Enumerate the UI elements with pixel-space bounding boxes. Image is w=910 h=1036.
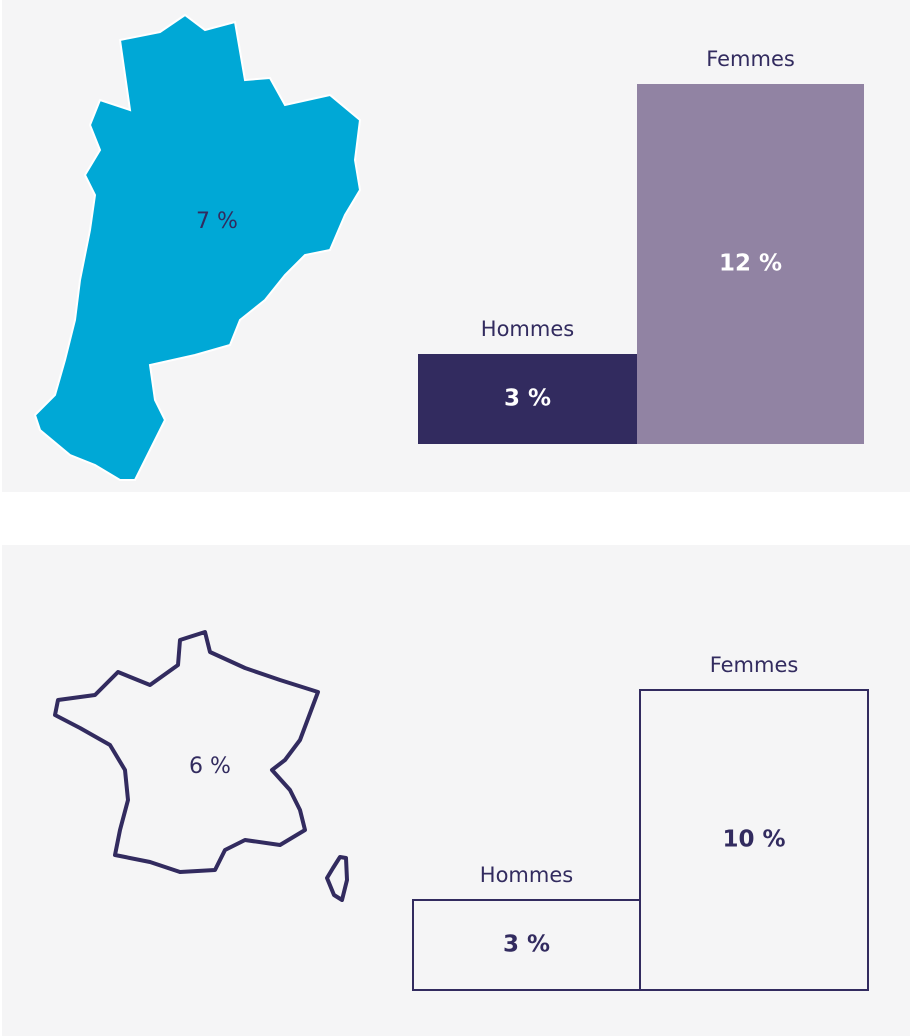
bar [418, 354, 637, 444]
value-label: 3 % [504, 386, 551, 412]
corsica-map [325, 855, 349, 902]
region-map [33, 13, 362, 481]
value-label: 3 % [503, 932, 550, 958]
panel [2, 545, 910, 1036]
value-label: 12 % [719, 251, 782, 277]
france-map [53, 630, 320, 874]
category-label: Femmes [706, 47, 795, 71]
region-value: 6 % [189, 754, 231, 779]
region-value: 7 % [196, 209, 238, 234]
category-label: Hommes [481, 317, 574, 341]
bar [637, 84, 864, 444]
bar [639, 689, 869, 991]
category-label: Femmes [710, 653, 799, 677]
category-label: Hommes [480, 863, 573, 887]
value-label: 10 % [722, 827, 785, 853]
